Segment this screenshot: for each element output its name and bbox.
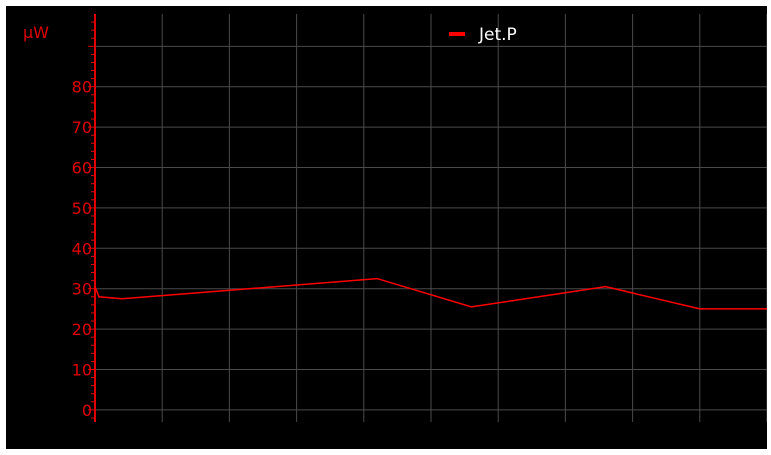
y-tick-label: 40 [72, 239, 92, 258]
y-tick-label: 0 [82, 401, 92, 420]
grid [95, 14, 767, 422]
data-point [699, 308, 701, 310]
y-axis: 0 10 20 30 40 50 60 70 80 µW [23, 14, 96, 422]
data-point [470, 306, 473, 308]
y-tick-label: 20 [72, 320, 92, 339]
data-point [98, 295, 100, 298]
legend-swatch [449, 32, 465, 36]
y-tick-label: 30 [72, 280, 92, 299]
chart-frame: 0 10 20 30 40 50 60 70 80 µW Jet.P [6, 6, 767, 449]
data-point [766, 308, 767, 310]
legend-label: Jet.P [478, 25, 517, 45]
data-point [604, 285, 607, 288]
line-chart: 0 10 20 30 40 50 60 70 80 µW Jet.P [23, 14, 767, 422]
data-point [121, 297, 123, 300]
y-tick-label: 10 [72, 360, 92, 379]
series-layer [94, 277, 767, 310]
y-tick-label: 80 [72, 78, 92, 97]
legend: Jet.P [449, 25, 517, 45]
data-point [376, 277, 379, 280]
y-tick-label: 50 [72, 199, 92, 218]
y-tick-label: 60 [72, 159, 92, 178]
data-point [94, 285, 96, 288]
y-axis-unit-label: µW [23, 23, 49, 42]
series-line [94, 277, 767, 310]
y-tick-label: 70 [72, 118, 92, 137]
